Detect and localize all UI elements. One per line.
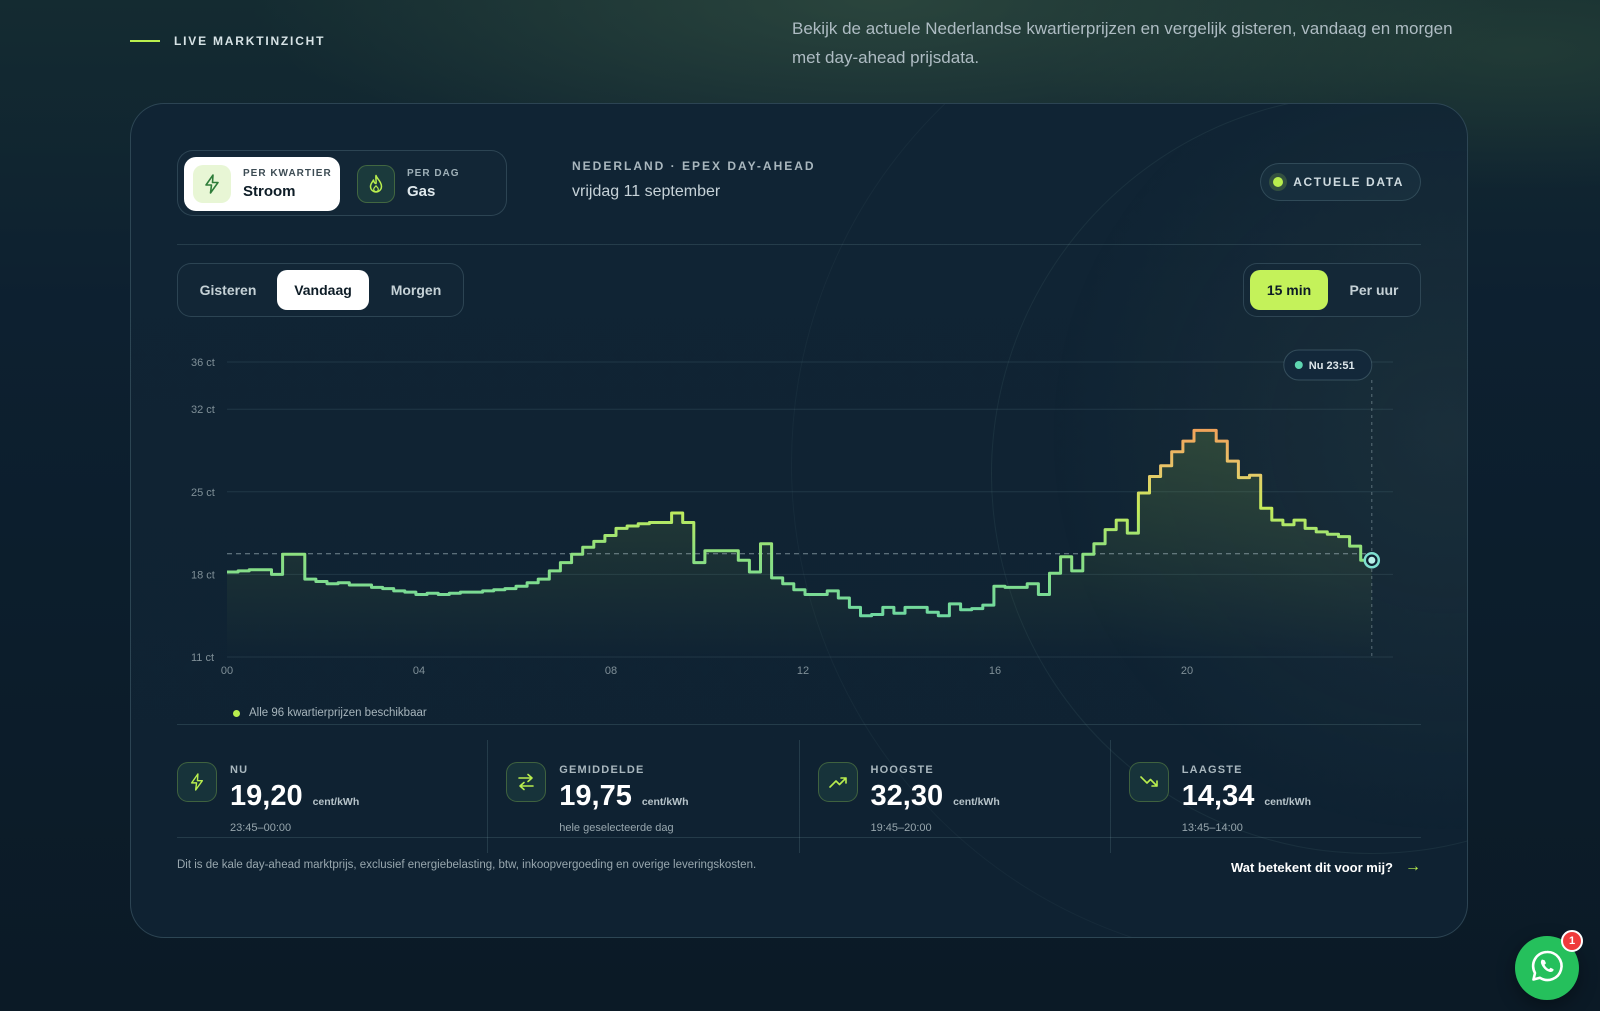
stat-value: 19,20 <box>230 780 303 812</box>
tab-gisteren[interactable]: Gisteren <box>199 282 257 298</box>
live-label: ACTUELE DATA <box>1293 175 1404 189</box>
stat-label: HOOGSTE <box>870 764 934 776</box>
market-info: NEDERLAND · EPEX DAY-AHEAD vrijdag 11 se… <box>572 159 816 201</box>
x-tick-label: 20 <box>1181 665 1193 677</box>
now-pill-label: Nu 23:51 <box>1309 360 1355 372</box>
stat-value: 32,30 <box>870 780 944 812</box>
stat-label: GEMIDDELDE <box>559 764 645 776</box>
product-tab-gas[interactable]: PER DAG Gas <box>348 157 498 211</box>
stat-unit: cent/kWh <box>1264 796 1311 808</box>
explain-link[interactable]: Wat betekent dit voor mij? → <box>1231 858 1421 876</box>
y-tick-label: 25 ct <box>191 487 215 499</box>
product-tab-stroom[interactable]: PER KWARTIER Stroom <box>184 157 340 211</box>
bolt-icon <box>193 165 231 203</box>
stat-unit: cent/kWh <box>953 796 1000 808</box>
x-tick-label: 16 <box>989 665 1001 677</box>
y-tick-label: 18 ct <box>191 569 215 581</box>
day-selector: Gisteren Vandaag Morgen <box>177 263 464 317</box>
footnote: Dit is de kale day-ahead marktprijs, exc… <box>177 859 757 871</box>
product-label: Gas <box>407 183 436 200</box>
market-date: vrijdag 11 september <box>572 183 721 200</box>
product-sub: PER DAG <box>407 168 460 179</box>
x-tick-label: 12 <box>797 665 809 677</box>
product-label: Stroom <box>243 183 296 200</box>
resolution-selector: 15 min Per uur <box>1243 263 1421 317</box>
x-tick-label: 00 <box>221 665 233 677</box>
stat-hoogste: HOOGSTE 32,30 cent/kWh 19:45–20:00 <box>798 740 1110 853</box>
tab-morgen[interactable]: Morgen <box>390 282 442 298</box>
whatsapp-icon <box>1529 948 1565 989</box>
stat-unit: cent/kWh <box>641 796 689 808</box>
product-toggle: PER KWARTIER Stroom PER DAG Gas <box>177 150 507 216</box>
market-title: NEDERLAND · EPEX DAY-AHEAD <box>572 159 816 173</box>
y-tick-label: 36 ct <box>191 357 215 369</box>
y-tick-label: 11 ct <box>191 652 214 664</box>
stat-sub: 13:45–14:00 <box>1181 822 1243 834</box>
price-card: PER KWARTIER Stroom PER DAG Gas NEDERLAN… <box>130 103 1468 938</box>
stat-label: NU <box>230 764 249 776</box>
intro-text: Bekijk de actuele Nederlandse kwartierpr… <box>792 19 1453 67</box>
whatsapp-button[interactable]: 1 <box>1515 930 1583 1000</box>
average-arrows-icon <box>506 762 547 802</box>
live-dot-icon <box>1273 177 1284 187</box>
eyebrow-label: LIVE MARKTINZICHT <box>174 34 326 48</box>
eyebrow-line <box>130 40 160 42</box>
flame-icon <box>357 165 395 203</box>
header-divider <box>177 244 1421 245</box>
stat-label: LAAGSTE <box>1181 764 1243 776</box>
availability-note: Alle 96 kwartierprijzen beschikbaar <box>233 707 427 719</box>
stat-sub: 23:45–00:00 <box>230 822 292 834</box>
stat-value: 19,75 <box>559 780 632 812</box>
trend-down-icon <box>1128 762 1169 802</box>
stat-unit: cent/kWh <box>312 796 360 808</box>
price-area <box>227 430 1372 657</box>
stat-laagste: LAAGSTE 14,34 cent/kWh 13:45–14:00 <box>1109 740 1421 853</box>
tab-per-uur[interactable]: Per uur <box>1349 282 1399 298</box>
notification-badge: 1 <box>1561 930 1583 952</box>
x-tick-label: 08 <box>605 665 617 677</box>
stat-value: 14,34 <box>1181 780 1255 812</box>
tab-15-min[interactable]: 15 min <box>1250 270 1328 310</box>
stats-divider-bottom <box>177 837 1421 838</box>
stat-sub: hele geselecteerde dag <box>559 822 674 834</box>
stat-nu: NU 19,20 cent/kWh 23:45–00:00 <box>177 740 487 853</box>
stats-divider-top <box>177 724 1421 725</box>
stat-sub: 19:45–20:00 <box>870 822 932 834</box>
availability-label: Alle 96 kwartierprijzen beschikbaar <box>249 707 427 719</box>
price-line <box>227 428 1372 618</box>
y-tick-label: 32 ct <box>191 404 215 416</box>
section-eyebrow: LIVE MARKTINZICHT <box>130 34 325 48</box>
availability-dot-icon <box>233 709 240 717</box>
x-tick-label: 04 <box>413 665 425 677</box>
live-data-badge: ACTUELE DATA <box>1260 163 1421 201</box>
stats-row: NU 19,20 cent/kWh 23:45–00:00 GEMIDDELDE … <box>177 740 1421 853</box>
now-pill: Nu 23:51 <box>1283 349 1373 381</box>
tab-vandaag[interactable]: Vandaag <box>277 270 369 310</box>
price-chart: 36 ct 32 ct 25 ct 18 ct 11 ct 00 04 08 12 16 20 Nu… <box>191 349 1393 677</box>
explain-link-label: Wat betekent dit voor mij? <box>1230 859 1393 875</box>
arrow-right-icon: → <box>1405 858 1421 875</box>
bolt-icon <box>177 762 217 802</box>
trend-up-icon <box>817 762 858 802</box>
current-price-marker-core <box>1368 556 1376 564</box>
stat-gemiddelde: GEMIDDELDE 19,75 cent/kWh hele geselectee… <box>487 740 798 853</box>
product-sub: PER KWARTIER <box>243 168 332 179</box>
